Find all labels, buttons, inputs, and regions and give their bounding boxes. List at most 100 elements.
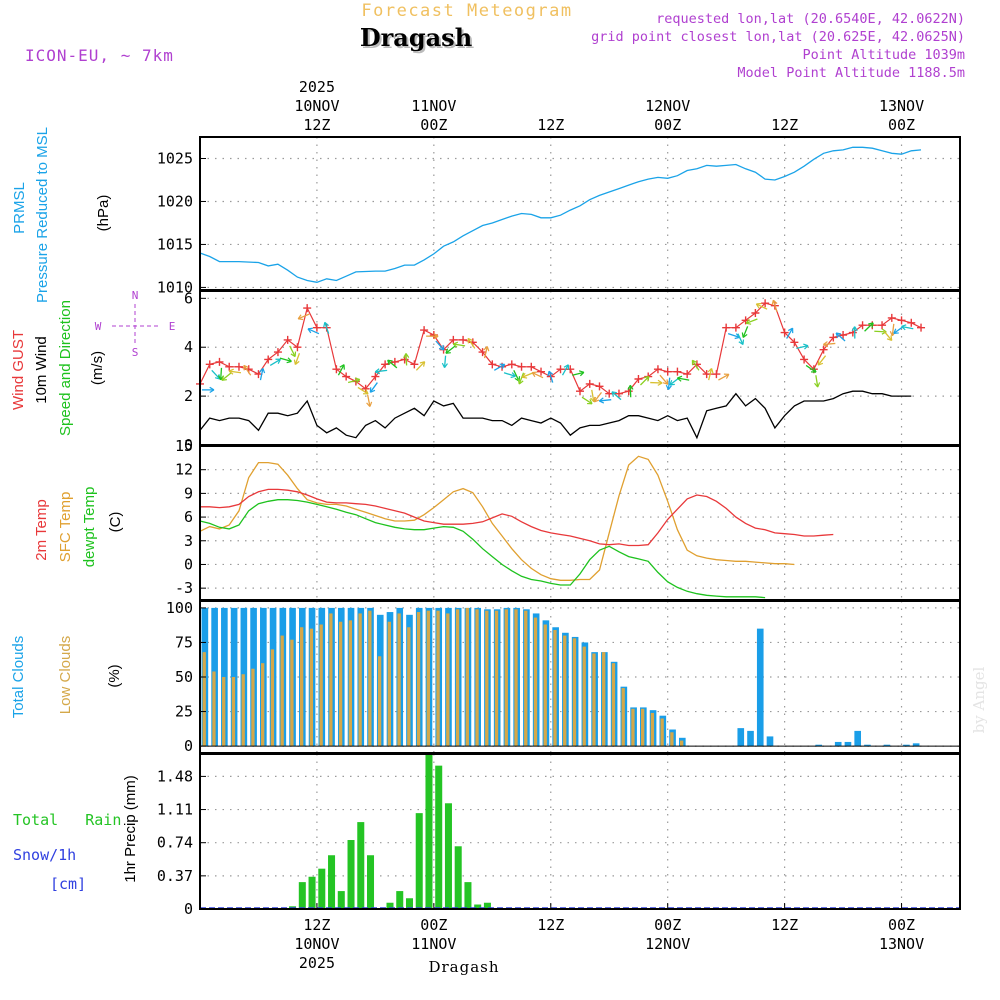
low-clouds-bar <box>436 610 440 747</box>
total-clouds-bar <box>756 628 764 747</box>
label-precip-mm: 1hr Precip (mm) <box>122 775 139 883</box>
y-tick-label: 1020 <box>157 192 193 210</box>
wind-direction-arrowhead <box>297 314 304 321</box>
rain-bar <box>454 846 462 909</box>
wind-direction-arrow <box>307 328 320 335</box>
wind-direction-arrowhead <box>467 337 473 344</box>
wind-direction-arrowhead <box>814 382 821 388</box>
wind-direction-arrow <box>347 378 360 384</box>
low-clouds-bar <box>572 638 577 747</box>
header-model-altitude: Model Point Altitude 1188.5m <box>737 65 965 81</box>
time-label-top: 13NOV <box>879 97 924 115</box>
wind-direction-arrow <box>581 396 593 405</box>
low-clouds-bar <box>670 732 674 747</box>
low-clouds-bar <box>377 656 382 747</box>
gust-marker <box>858 321 867 330</box>
low-clouds-bar <box>524 610 528 747</box>
time-label-bottom: 00Z <box>654 916 681 934</box>
low-clouds-bar <box>494 610 499 747</box>
y-tick-label: 3 <box>184 532 193 550</box>
wind-direction-arrowhead <box>547 370 554 377</box>
label-ms: (m/s) <box>89 351 106 385</box>
wind-direction-arrowhead <box>363 389 369 395</box>
wind-direction-arrowhead <box>578 370 585 377</box>
wind-direction-arrowhead <box>817 360 824 366</box>
rain-bar <box>444 803 452 909</box>
wind-direction-arrowhead <box>755 302 762 309</box>
y-tick-label: 9 <box>184 484 193 502</box>
wind-direction-arrow <box>708 368 713 381</box>
wind-direction-arrow <box>221 372 232 381</box>
label-total-clouds: Total Clouds <box>10 636 27 719</box>
low-clouds-bar <box>251 668 255 747</box>
low-clouds-bar <box>641 708 645 747</box>
wind-direction-arrowhead <box>676 375 683 382</box>
temp-2m-line <box>200 488 834 547</box>
wind-direction-arrow <box>297 313 310 320</box>
wind-direction-arrow <box>737 333 744 345</box>
wind-direction-arrow <box>367 394 371 407</box>
wind-direction-arrowhead <box>868 322 874 328</box>
wind-direction-arrowhead <box>366 401 373 407</box>
gust-marker <box>556 365 565 374</box>
gust-marker <box>507 360 516 369</box>
wind-direction-arrow <box>483 346 488 359</box>
gust-marker <box>595 382 604 391</box>
wind-direction-arrowhead <box>374 368 381 375</box>
rain-bar <box>337 891 345 909</box>
time-label-top: 12Z <box>303 116 330 134</box>
wind-direction-arrowhead <box>521 372 528 379</box>
wind-direction-arrowhead <box>452 341 459 348</box>
total-clouds-bar <box>903 744 910 747</box>
gust-marker <box>751 309 760 317</box>
low-clouds-bar <box>202 652 206 747</box>
label-percent: (%) <box>106 664 123 687</box>
wind-direction-arrowhead <box>627 384 634 390</box>
low-clouds-bar <box>358 613 362 747</box>
low-clouds-bar <box>241 674 245 747</box>
gust-marker <box>761 299 770 308</box>
label-speed-direction: Speed and Direction <box>57 300 74 436</box>
gust-marker <box>829 333 838 342</box>
gust-marker <box>800 355 809 364</box>
wind-direction-arrowhead <box>403 353 410 359</box>
wind-direction-arrow <box>796 345 809 349</box>
low-clouds-bar <box>582 646 586 747</box>
low-clouds-bar <box>563 635 567 747</box>
wind-direction-arrow <box>718 373 730 381</box>
label-hpa: (hPa) <box>95 195 112 232</box>
wind-direction-arrowhead <box>433 333 439 340</box>
label-cm: [cm] <box>50 875 86 893</box>
y-tick-label: 100 <box>166 599 193 617</box>
wind-direction-arrow <box>279 357 292 363</box>
header-location: Dragash <box>360 23 472 52</box>
y-tick-label: 50 <box>175 668 193 686</box>
low-clouds-bar <box>679 740 684 747</box>
wind-direction-arrow <box>891 323 895 336</box>
wind-direction-arrowhead <box>707 368 714 374</box>
wind-direction-arrow <box>435 340 445 351</box>
low-clouds-bar <box>426 610 430 747</box>
wind-direction-arrowhead <box>563 364 570 370</box>
total-clouds-bar <box>834 741 842 747</box>
wind-direction-arrowhead <box>438 344 445 351</box>
wind-direction-arrow <box>445 345 456 354</box>
wind-direction-arrow <box>561 364 569 376</box>
wind-direction-arrowhead <box>323 321 329 328</box>
wind-direction-arrowhead <box>835 332 842 338</box>
y-tick-label: 0 <box>184 436 193 454</box>
compass-e: E <box>169 320 176 333</box>
y-tick-label: 0 <box>184 737 193 755</box>
y-tick-label: 1.11 <box>157 801 193 819</box>
axes-layer: 10101015102010250246-3036912150255075100… <box>157 78 961 972</box>
wind-direction-arrow <box>745 318 758 324</box>
wind-direction-arrow <box>269 358 281 367</box>
low-clouds-bar <box>650 712 655 747</box>
wind-direction-arrow <box>599 399 612 402</box>
low-clouds-bar <box>660 718 664 747</box>
rain-bar <box>474 904 482 909</box>
wind-direction-arrow <box>453 343 466 347</box>
time-label-bottom: 12NOV <box>645 935 690 953</box>
wind-direction-arrowhead <box>823 341 829 348</box>
wind-direction-arrowhead <box>611 391 617 397</box>
